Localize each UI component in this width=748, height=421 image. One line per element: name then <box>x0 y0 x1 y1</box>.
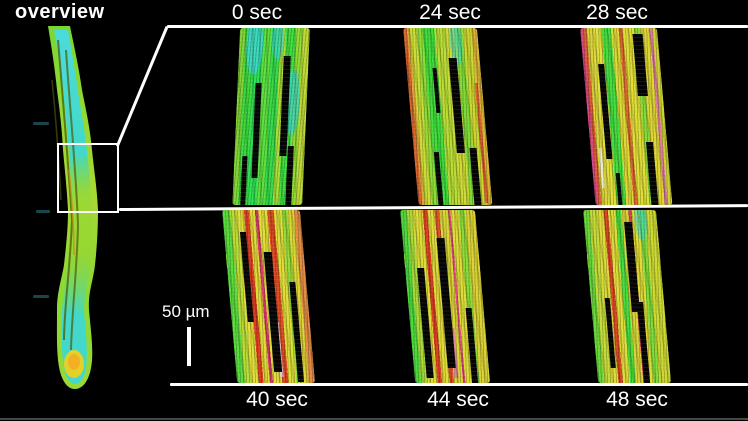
scale-bar <box>187 327 191 366</box>
root-core <box>54 30 92 384</box>
root-dark-streak <box>57 39 74 341</box>
scale-bar-label: 50 µm <box>162 302 210 321</box>
root-dark-streak <box>51 79 62 201</box>
micrograph-panel-24sec <box>403 28 493 205</box>
root-dark-streak <box>65 49 80 351</box>
time-label-44sec: 44 sec <box>427 388 489 411</box>
overview-specimen-image <box>48 26 98 389</box>
root-tip-blob-core <box>68 354 80 370</box>
top-separator-line <box>167 25 748 28</box>
time-label-48sec: 48 sec <box>606 388 668 411</box>
time-label-28sec: 28 sec <box>586 1 648 24</box>
bottom-separator-line <box>170 383 748 386</box>
micrograph-panel-48sec <box>583 210 672 383</box>
faint-annotation-mark <box>33 122 49 125</box>
time-label-0sec: 0 sec <box>231 1 283 24</box>
roi-box <box>57 143 119 213</box>
callout-line-diagonal <box>115 25 169 147</box>
micrograph-panel-28sec <box>580 28 673 205</box>
time-label-24sec: 24 sec <box>419 1 481 24</box>
figure-bottom-edge <box>0 417 748 420</box>
micrograph-panel-44sec <box>400 210 491 383</box>
root-orange-streak <box>68 169 75 256</box>
overview-label: overview <box>15 1 105 23</box>
time-label-40sec: 40 sec <box>246 388 308 411</box>
faint-annotation-mark <box>36 210 50 213</box>
micrograph-panel-0sec <box>232 28 310 205</box>
micrograph-panel-40sec <box>222 210 316 383</box>
faint-annotation-mark <box>33 295 49 298</box>
